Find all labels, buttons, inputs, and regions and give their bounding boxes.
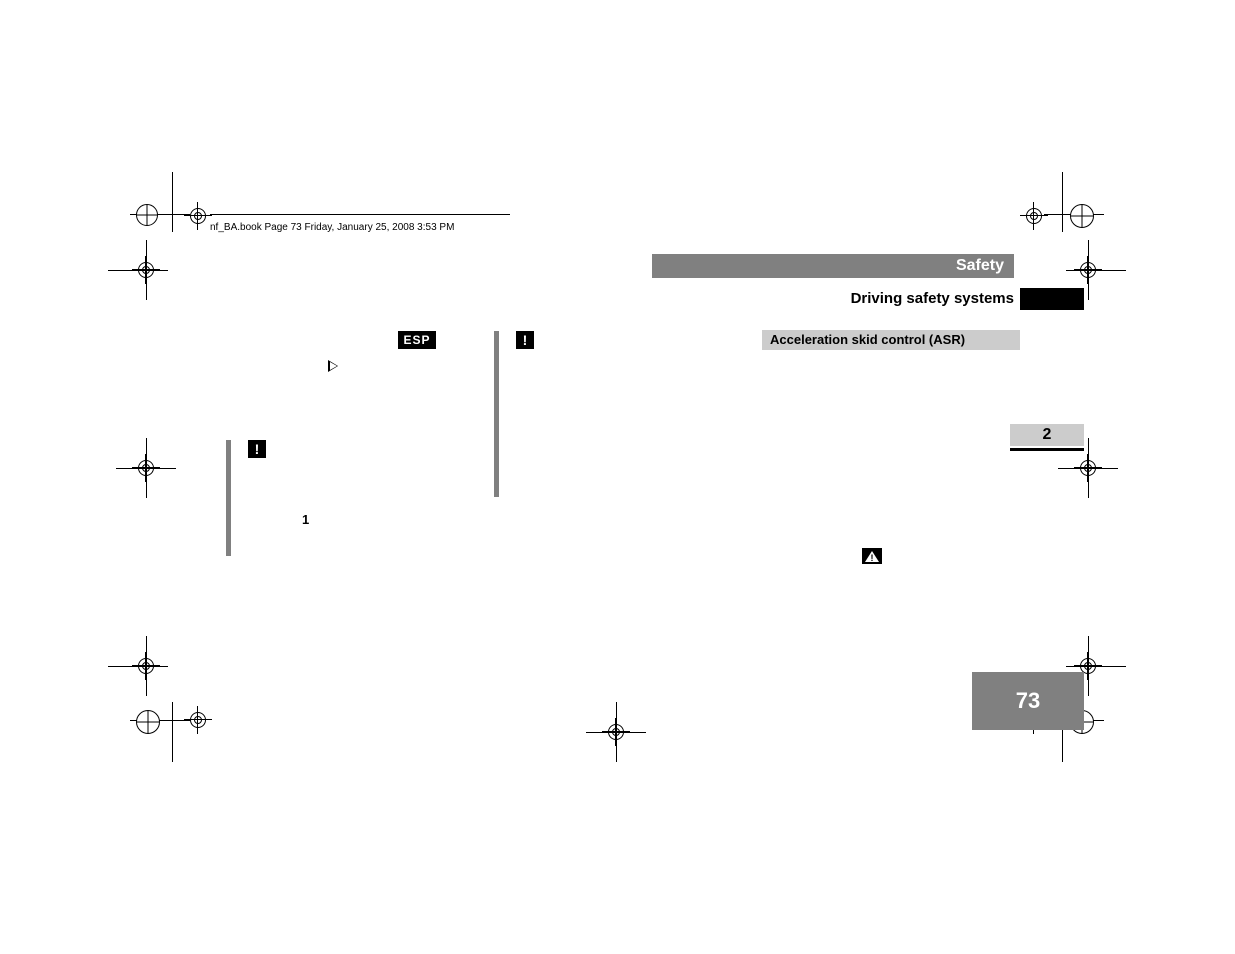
header-rule [210, 214, 510, 215]
action-step-triangle-outline [330, 362, 337, 370]
registration-target [186, 204, 210, 228]
registration-target [134, 456, 158, 480]
subsection-title: Driving safety systems [816, 288, 1014, 310]
chapter-underline [1010, 448, 1084, 451]
svg-text:!: ! [871, 553, 874, 563]
note-sidebar [494, 331, 499, 497]
registration-target [604, 720, 628, 744]
registration-mark [1070, 204, 1094, 228]
registration-target [1076, 258, 1100, 282]
registration-mark [136, 710, 160, 734]
thumb-tab [1020, 288, 1084, 310]
crop-mark [172, 702, 173, 762]
registration-target [1076, 456, 1100, 480]
warning-triangle-icon: ! [862, 548, 882, 564]
registration-target [134, 654, 158, 678]
section-heading: Acceleration skid control (ASR) [762, 330, 1020, 350]
chapter-number: 2 [1010, 424, 1084, 446]
step-number: 1 [302, 512, 309, 527]
esp-indicator-icon: ESP [398, 331, 436, 349]
registration-mark [136, 204, 158, 226]
registration-target [1022, 204, 1046, 228]
page-number: 73 [972, 672, 1084, 730]
chapter-banner: Safety [652, 254, 1014, 278]
note-sidebar [226, 440, 231, 556]
registration-target [186, 708, 210, 732]
caution-icon: ! [516, 331, 534, 349]
crop-mark [172, 172, 173, 232]
framemaker-header: nf_BA.book Page 73 Friday, January 25, 2… [210, 222, 454, 233]
registration-target [134, 258, 158, 282]
crop-mark [1062, 172, 1063, 232]
caution-icon: ! [248, 440, 266, 458]
